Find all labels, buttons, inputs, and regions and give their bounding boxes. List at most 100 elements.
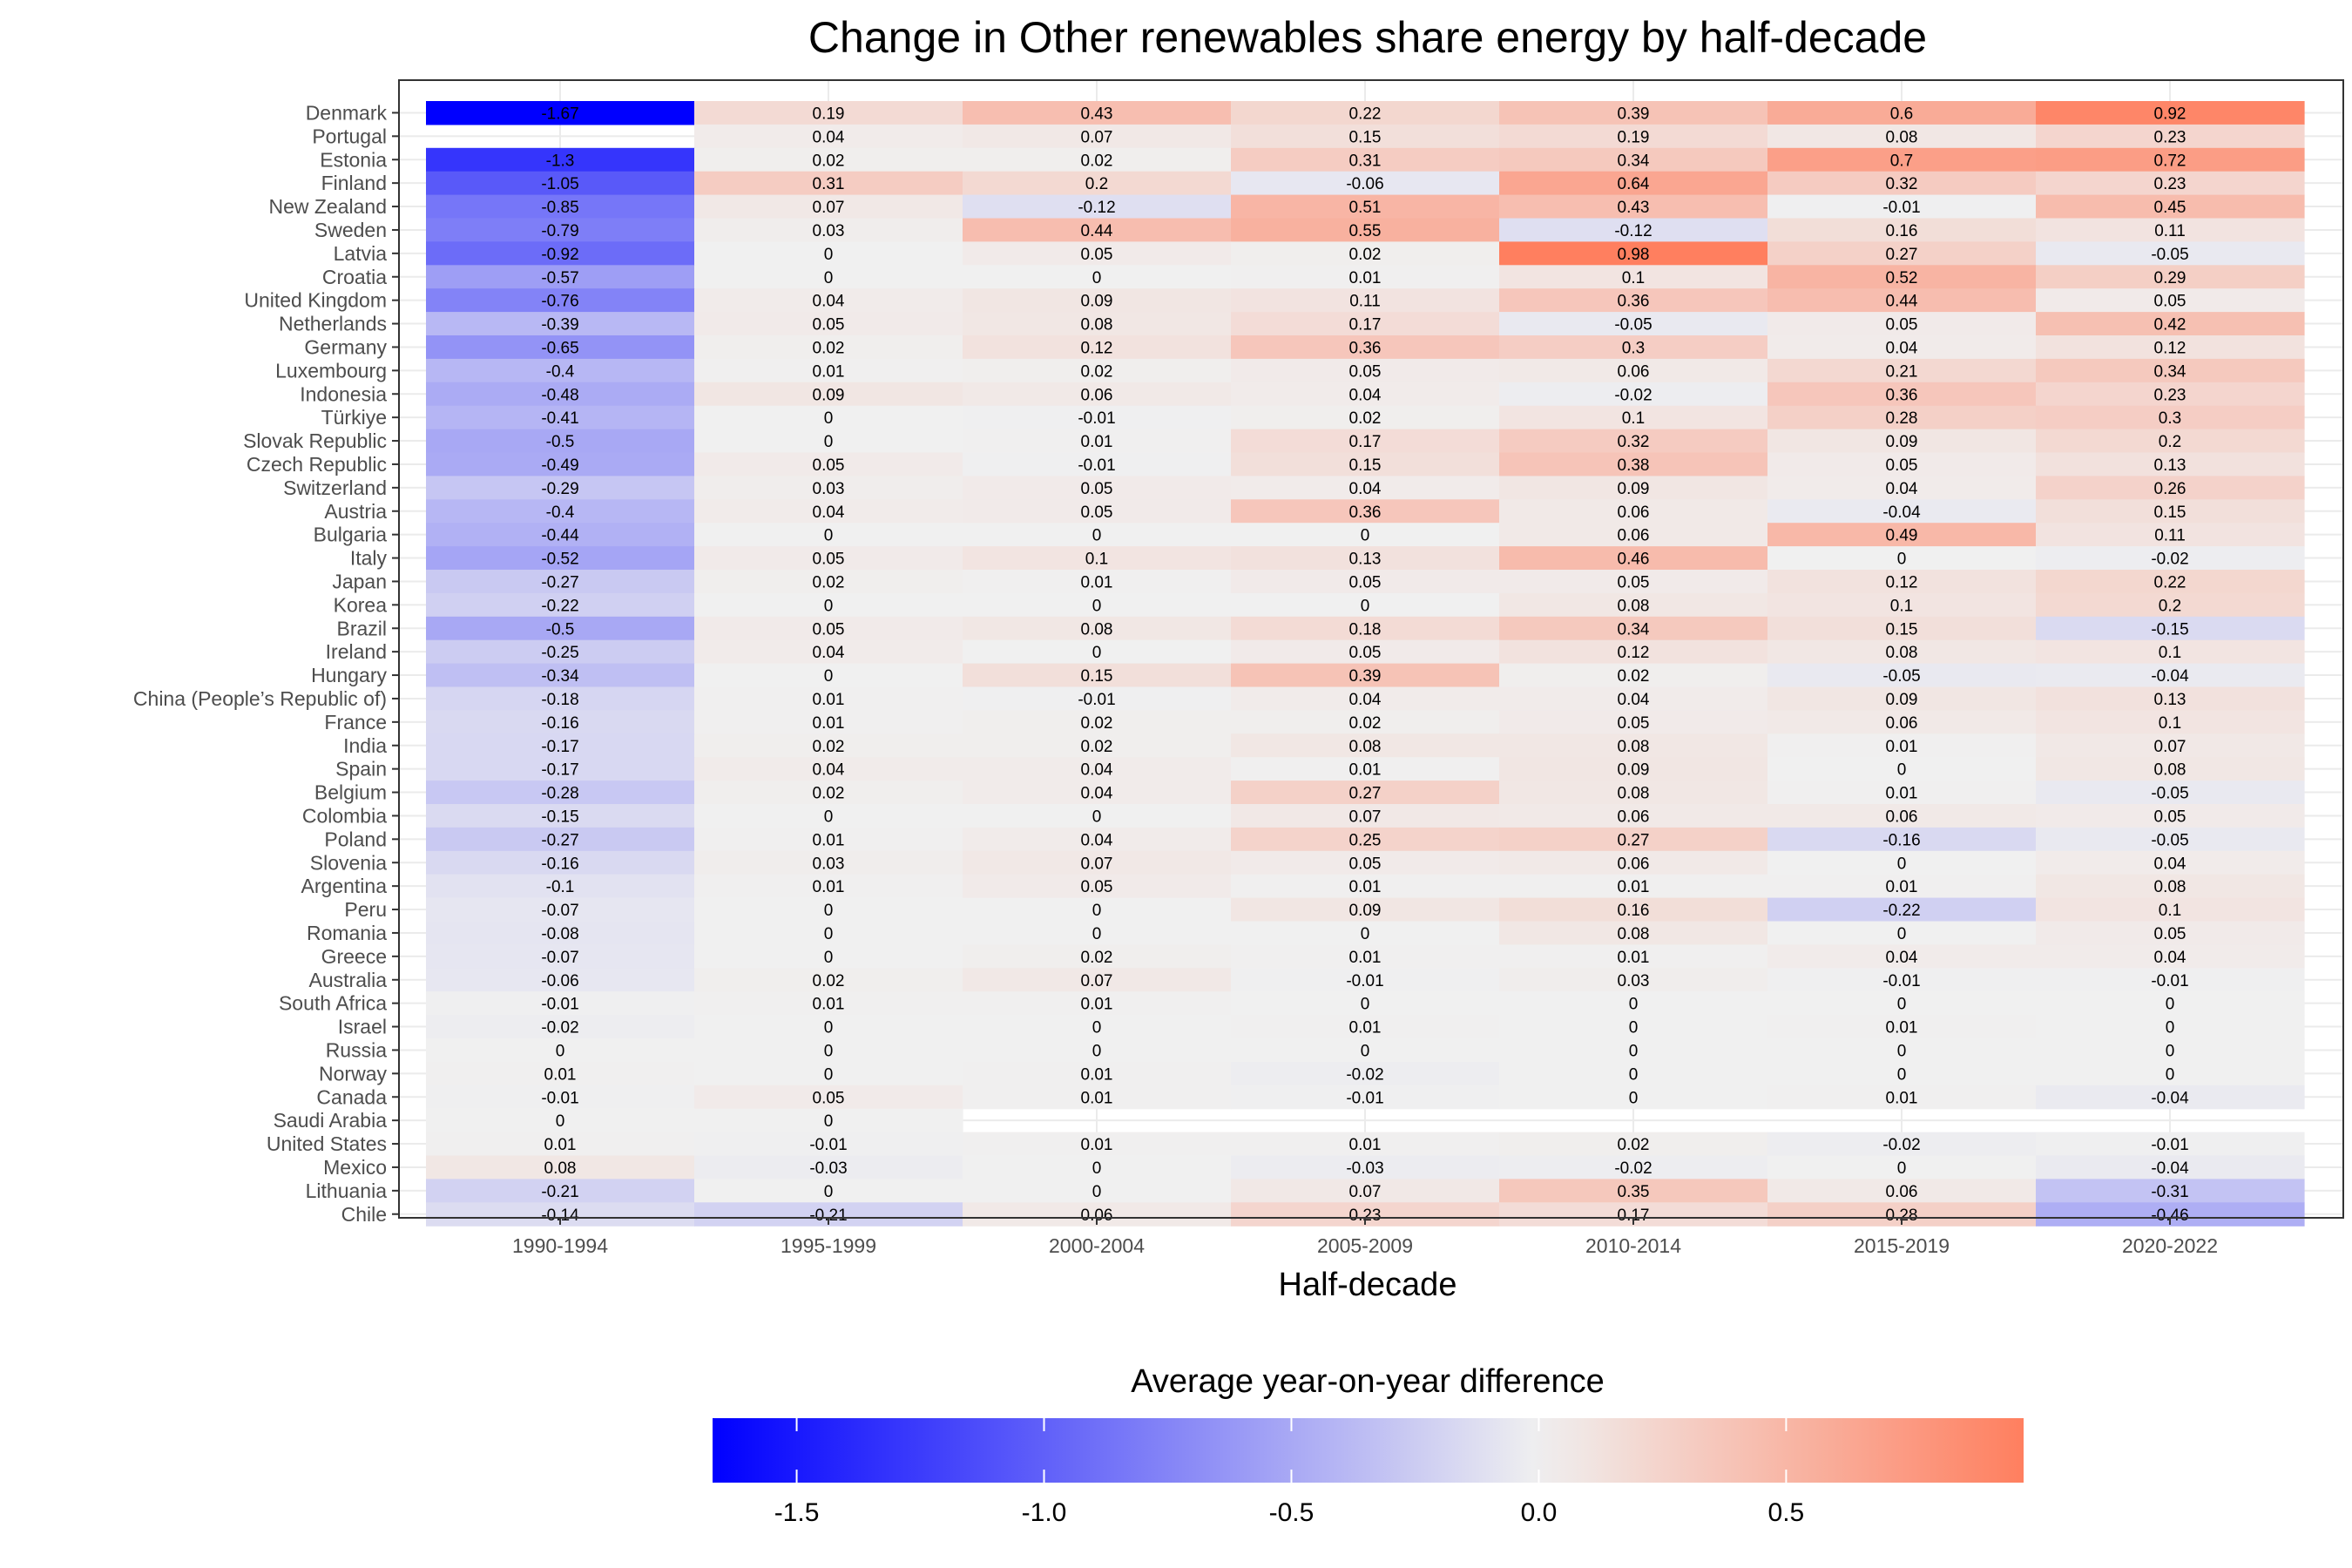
heatmap-cell [1231,686,1500,711]
heatmap-cell [694,968,963,992]
cell-value-label: 0.09 [1081,293,1113,311]
cell-value-label: 0.55 [1349,222,1382,240]
heatmap-cell [694,546,963,571]
heatmap-cell [426,781,695,805]
cell-value-label: 0 [824,246,834,264]
cell-value-label: 0.07 [1081,972,1113,990]
heatmap-cell [694,850,963,875]
cell-value-label: 0.1 [1622,269,1645,287]
cell-value-label: 0.01 [544,1065,577,1084]
heatmap-cell [2036,523,2305,547]
heatmap-cell [426,757,695,781]
cell-value-label: 0.06 [1618,808,1650,826]
cell-value-label: 0 [824,667,834,686]
cell-value-label: -0.02 [1346,1065,1383,1084]
heatmap-cell [1231,335,1500,360]
heatmap-cell [2036,1061,2305,1086]
cell-value-label: -0.76 [541,293,578,311]
cell-value-label: 0.01 [1081,433,1113,451]
y-tick-label: Israel [338,1016,387,1038]
heatmap-cell [426,850,695,875]
cell-value-label: 0 [1092,1159,1102,1178]
heatmap-cell [1499,921,1768,945]
cell-value-label: -0.27 [541,573,578,591]
cell-value-label: -0.28 [541,785,578,803]
cell-value-label: -0.92 [541,246,578,264]
cell-value-label: 0 [1361,527,1370,545]
heatmap-cell [426,241,695,266]
cell-value-label: 0 [1897,1042,1907,1060]
cell-value-label: 0 [824,527,834,545]
cell-value-label: 0.05 [2154,293,2186,311]
cell-value-label: 0.09 [1618,480,1650,498]
cell-value-label: 0.23 [2154,386,2186,404]
cell-value-label: 0 [1092,902,1102,920]
cell-value-label: 0.42 [2154,316,2186,335]
cell-value-label: 0.64 [1618,175,1650,193]
cell-value-label: 0.11 [2154,222,2186,240]
cell-value-label: 0.17 [1349,433,1382,451]
x-axis-title: Half-decade [1279,1267,1457,1303]
heatmap-cell [426,639,695,665]
heatmap-cell [1231,218,1500,242]
heatmap-cell [963,546,1232,571]
heatmap-cell [1499,358,1768,383]
cell-value-label: 0.22 [2154,573,2186,591]
cell-value-label: 0.49 [1886,527,1918,545]
heatmap-cell [694,499,963,524]
cell-value-label: 0.52 [1886,269,1918,287]
heatmap-cell [2036,1085,2305,1110]
heatmap-cell [694,429,963,454]
cell-value-label: 0.06 [1081,386,1113,404]
heatmap-cell [1231,850,1500,875]
cell-value-label: 0.1 [2159,714,2181,733]
heatmap-cell [426,616,695,641]
heatmap-cell [694,523,963,547]
heatmap-cell [963,1061,1232,1086]
cell-value-label: 0.17 [1349,316,1382,335]
y-tick-label: Slovak Republic [243,429,387,452]
cell-value-label: 0.09 [813,386,845,404]
heatmap-cell [694,405,963,430]
cell-value-label: 0 [824,1112,834,1131]
cell-value-label: 0 [2166,1042,2175,1060]
heatmap-cell [2036,429,2305,454]
cell-value-label: 0.04 [1081,785,1113,803]
cell-value-label: -0.41 [541,409,578,428]
cell-value-label: 0 [1092,1042,1102,1060]
heatmap-cell [1499,968,1768,992]
heatmap-cell [1231,265,1500,289]
heatmap-cell [694,194,963,220]
cell-value-label: 0 [824,1019,834,1037]
cell-value-label: 0.23 [2154,128,2186,146]
heatmap-cell [694,288,963,313]
heatmap-cell [1767,921,2037,945]
cell-value-label: 0.05 [1081,480,1113,498]
cell-value-label: -0.05 [1614,316,1652,335]
cell-value-label: -0.22 [1882,902,1920,920]
cell-value-label: -0.4 [546,504,575,522]
heatmap-cell [963,452,1232,476]
heatmap-cell [2036,921,2305,945]
cell-value-label: 0 [1092,269,1102,287]
cell-value-label: -0.52 [541,551,578,569]
cell-value-label: 0.06 [1618,362,1650,381]
heatmap-cell [1231,429,1500,454]
heatmap-cell [1499,1061,1768,1086]
heatmap-cell [2036,710,2305,734]
cell-value-label: 0.38 [1618,456,1650,475]
heatmap-cell [2036,265,2305,289]
cell-value-label: 0.29 [2154,269,2186,287]
cell-value-label: 0.32 [1618,433,1650,451]
heatmap-cell [2036,663,2305,688]
heatmap-cell [1231,781,1500,805]
cell-value-label: -0.14 [541,1206,579,1225]
heatmap-cell [2036,101,2305,125]
heatmap-cell [1499,1132,1768,1157]
heatmap-cell [2036,639,2305,665]
cell-value-label: 0.01 [1349,269,1382,287]
heatmap-cell [2036,804,2305,828]
heatmap-cell [1767,639,2037,665]
cell-value-label: 0 [1361,1042,1370,1060]
